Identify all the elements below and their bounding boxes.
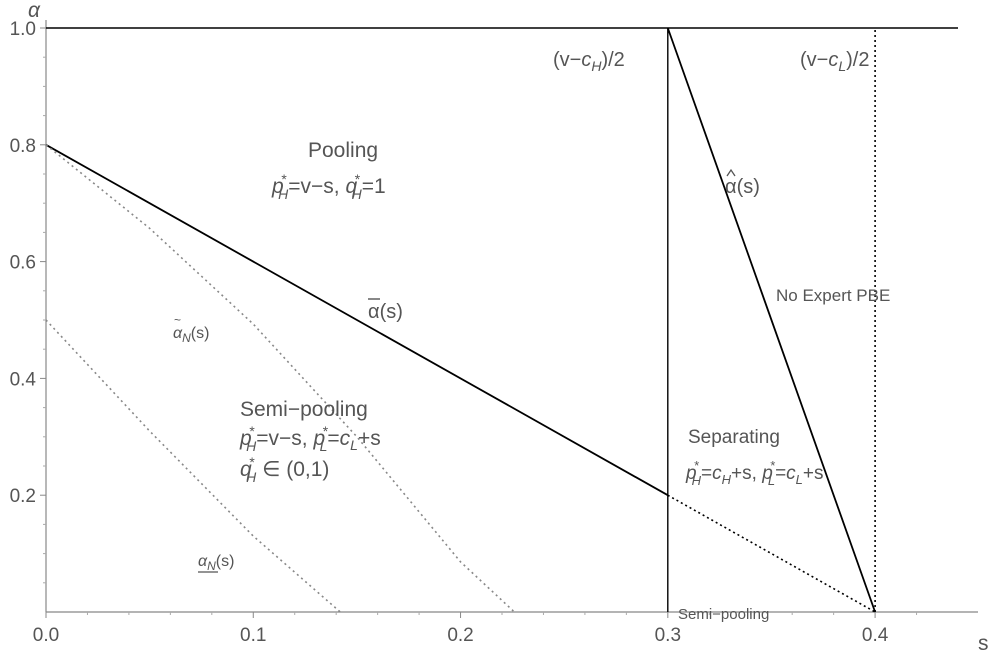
chart-marks [40,20,978,618]
no-expert-label: No Expert PBE [776,286,890,305]
label-vcH-over-2: (v−cH)/2 [553,49,625,74]
y-tick-label: 0.8 [10,136,36,157]
label-vcL-over-2: (v−cL)/2 [800,49,869,74]
semi-pooling-title: Semi−pooling [240,398,368,421]
x-tick-label: 0.2 [447,625,473,646]
separating-equation: p* H=cH+s, p* L=cL+s [685,458,824,488]
alpha-hat-caret [726,168,736,177]
series-line-4 [45,319,341,613]
pooling-equation: p* H=v−s, q* H=1 [271,171,386,202]
x-tick-label: 0.4 [862,625,889,646]
pooling-title: Pooling [308,139,378,162]
alpha-under-label: αN(s) [198,553,234,573]
series-line-2 [666,27,876,613]
y-tick-label: 1.0 [10,19,36,40]
series-line-1 [667,494,876,613]
y-tick-label: 0.6 [10,253,36,274]
x-tick-label: 0.3 [655,625,681,646]
semi-pooling-equation-2: q* H ∈ (0,1) [240,454,329,485]
alpha-tilde-glyph: ~ [174,313,181,327]
series-line-0 [45,144,669,496]
x-tick-label: 0.0 [33,625,59,646]
tick-labels: 0.0 0.1 0.2 0.3 0.4 0.2 0.4 0.6 0.8 1.0 [10,19,889,646]
semi-pooling-equation-1: p* H=v−s, p* L=cL+s [239,423,381,454]
y-tick-label: 0.4 [10,369,37,390]
x-axis-title: s [978,632,989,653]
semi-pooling-small-label: Semi−pooling [678,606,769,623]
y-axis-title: α [28,0,41,22]
alpha-tilde-label: αN(s) [173,325,209,345]
series-line-3 [45,144,515,613]
y-tick-label: 0.2 [10,486,36,507]
separating-title: Separating [688,427,780,448]
alpha-bar-label: α(s) [368,301,403,323]
alpha-hat-label: α(s) [725,176,760,198]
x-tick-label: 0.1 [240,625,266,646]
